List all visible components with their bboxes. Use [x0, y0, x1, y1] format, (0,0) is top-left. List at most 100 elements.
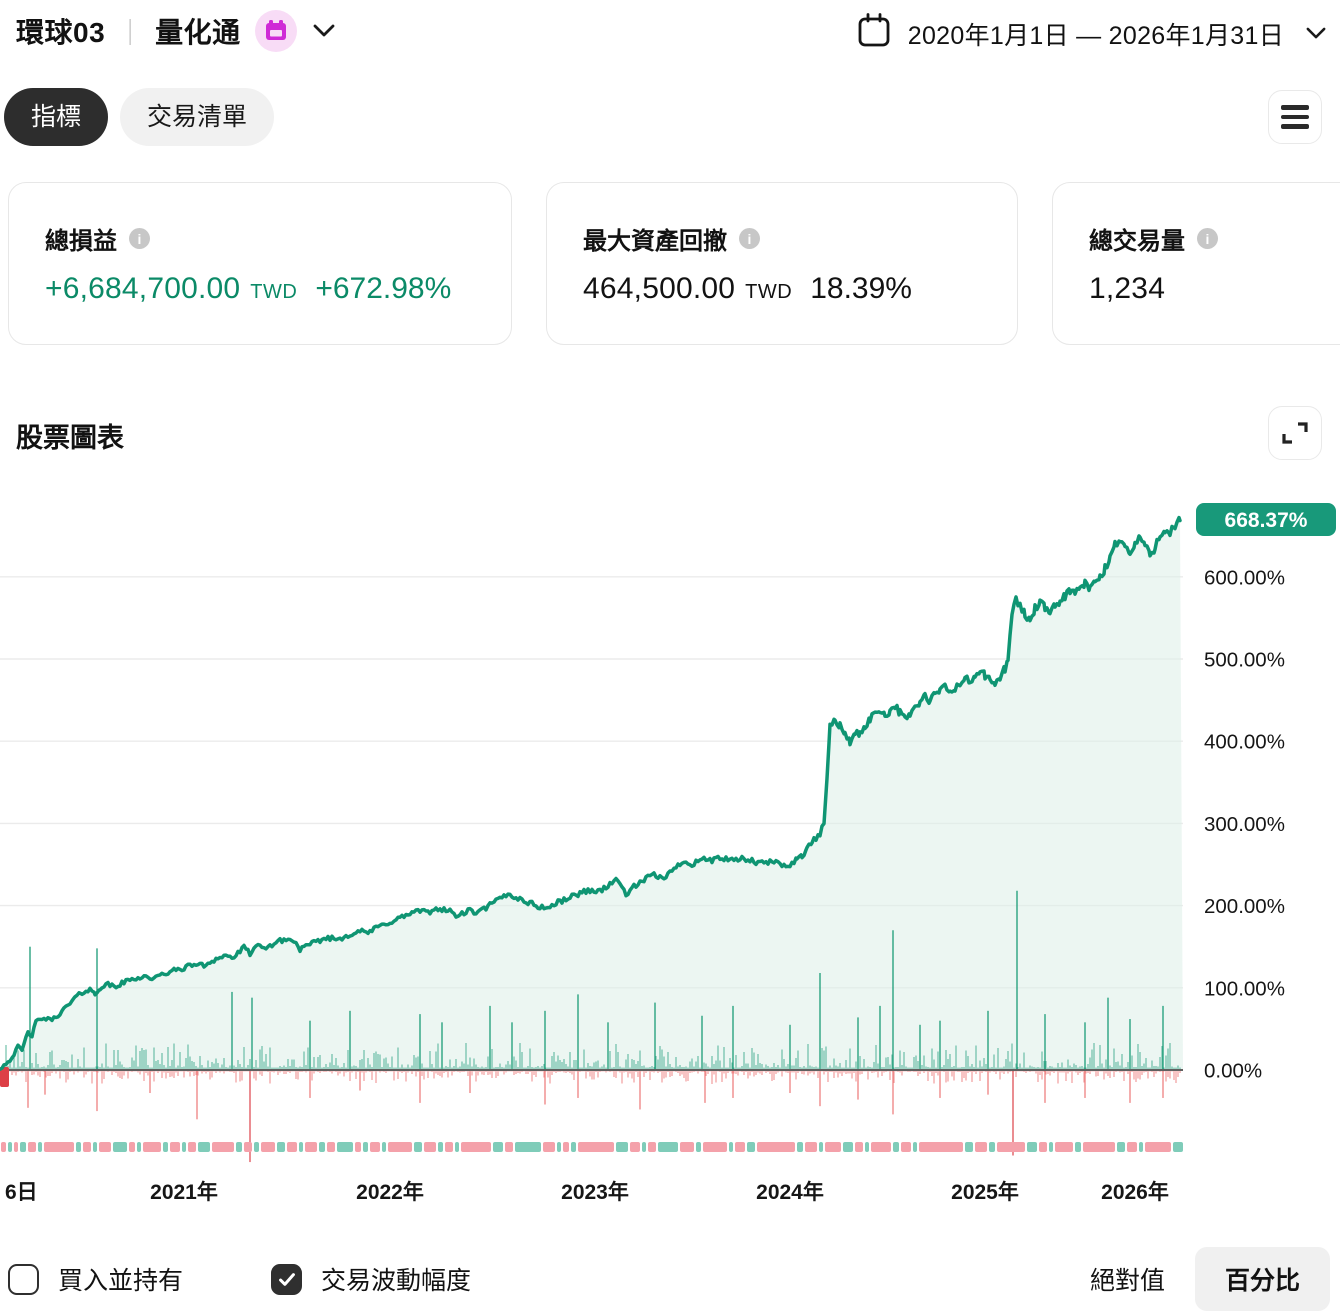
date-range-picker[interactable]: 2020年1月1日 — 2026年1月31日 — [856, 12, 1326, 55]
info-icon[interactable]: i — [1197, 228, 1218, 249]
strip-loss-segment — [99, 1142, 111, 1152]
max-drawdown-percent: 18.39% — [810, 272, 912, 305]
card-total-trades: 總交易量 i 1,234 — [1052, 182, 1340, 345]
last-value-badge-text: 668.37% — [1225, 509, 1308, 532]
checkbox-checked-icon[interactable] — [271, 1263, 303, 1295]
chevron-down-icon[interactable] — [1306, 27, 1326, 40]
chart-section-title: 股票圖表 — [16, 423, 124, 453]
strategy-source-name: 量化通 — [155, 17, 241, 48]
strip-loss-segment — [83, 1142, 91, 1152]
strip-win-segment — [1139, 1142, 1143, 1152]
strip-win-segment — [319, 1142, 325, 1152]
y-axis-label: 100.00% — [1204, 977, 1285, 1000]
strip-win-segment — [236, 1142, 242, 1152]
strip-loss-segment — [975, 1142, 987, 1152]
x-axis-label: 2024年 — [756, 1180, 824, 1204]
y-axis-label: 400.00% — [1204, 731, 1285, 754]
strip-loss-segment — [170, 1142, 180, 1152]
strip-loss-segment — [578, 1142, 614, 1152]
strip-win-segment — [843, 1142, 853, 1152]
strip-win-segment — [1173, 1142, 1183, 1152]
x-axis-label: 2026年 — [1101, 1180, 1169, 1204]
chevron-down-icon[interactable] — [313, 24, 335, 38]
strip-loss-segment — [461, 1142, 491, 1152]
checkbox-unchecked-icon[interactable] — [8, 1263, 39, 1295]
strip-loss-segment — [1083, 1142, 1115, 1152]
strip-win-segment — [893, 1142, 899, 1152]
total-pnl-percent: +672.98% — [315, 272, 452, 305]
strategy-name: 環球03 — [16, 17, 106, 48]
strip-loss-segment — [212, 1142, 234, 1152]
equity-curve-chart[interactable]: 600.00% 500.00% 400.00% 300.00% 200.00% 100.0… — [0, 470, 1340, 1240]
strategy-calendar-badge-icon — [254, 10, 297, 52]
strip-loss-segment — [1039, 1142, 1047, 1152]
strip-loss-segment — [424, 1142, 436, 1152]
strip-loss-segment — [1, 1142, 6, 1152]
info-icon[interactable]: i — [129, 228, 150, 249]
info-icon[interactable]: i — [739, 228, 760, 249]
expand-chart-button[interactable] — [1268, 406, 1322, 460]
currency-label: TWD — [250, 281, 298, 303]
strip-loss-segment — [244, 1142, 252, 1152]
strip-loss-segment — [997, 1142, 1025, 1152]
strip-loss-segment — [261, 1142, 275, 1152]
y-axis-label: 200.00% — [1204, 895, 1285, 918]
strip-win-segment — [965, 1142, 973, 1152]
strip-loss-segment — [805, 1142, 817, 1152]
list-menu-button[interactable] — [1268, 90, 1322, 144]
stat-cards: 總損益 i +6,684,700.00 TWD +672.98% 最大資產回撤 … — [8, 182, 1340, 345]
strip-win-segment — [76, 1142, 81, 1152]
volatility-toggle[interactable]: 交易波動幅度 — [271, 1261, 471, 1297]
absolute-value-toggle[interactable]: 絕對值 — [1089, 1267, 1165, 1295]
strip-win-segment — [642, 1142, 646, 1152]
strip-win-segment — [182, 1142, 186, 1152]
strip-loss-segment — [129, 1142, 135, 1152]
strip-loss-segment — [735, 1142, 745, 1152]
strip-loss-segment — [327, 1142, 335, 1152]
title-separator: ｜ — [117, 17, 144, 48]
buy-hold-toggle[interactable]: 買入並持有 — [8, 1261, 183, 1297]
strip-win-segment — [198, 1142, 210, 1152]
currency-label: TWD — [745, 281, 793, 303]
y-axis-label: 0.00% — [1204, 1060, 1262, 1083]
view-tabs: 指標 交易清單 — [4, 88, 275, 146]
strip-win-segment — [819, 1142, 823, 1152]
strip-win-segment — [93, 1142, 97, 1152]
strategy-title-group[interactable]: 環球03 ｜ 量化通 — [16, 10, 335, 52]
strip-win-segment — [989, 1142, 995, 1152]
strip-win-segment — [729, 1142, 733, 1152]
strip-loss-segment — [44, 1142, 74, 1152]
total-trades-value: 1,234 — [1089, 272, 1166, 305]
tab-trade-list[interactable]: 交易清單 — [120, 88, 275, 146]
strip-win-segment — [1117, 1142, 1125, 1152]
strip-win-segment — [797, 1142, 803, 1152]
strip-win-segment — [277, 1142, 285, 1152]
strip-win-segment — [1075, 1142, 1081, 1152]
tab-indicators[interactable]: 指標 — [4, 88, 109, 146]
start-marker — [0, 1067, 9, 1087]
chart-controls: 買入並持有 交易波動幅度 絕對值 百分比 — [8, 1247, 1330, 1311]
strip-loss-segment — [703, 1142, 727, 1152]
strip-loss-segment — [871, 1142, 891, 1152]
strip-win-segment — [747, 1142, 755, 1152]
strip-win-segment — [337, 1142, 353, 1152]
percent-toggle[interactable]: 百分比 — [1194, 1247, 1330, 1311]
strip-loss-segment — [188, 1142, 196, 1152]
card-title: 最大資產回撤 — [583, 228, 727, 255]
date-range-text: 2020年1月1日 — 2026年1月31日 — [907, 21, 1284, 50]
x-axis-label: 2021年 — [150, 1180, 218, 1204]
strip-win-segment — [163, 1142, 168, 1152]
strip-win-segment — [455, 1142, 459, 1152]
strip-win-segment — [1027, 1142, 1037, 1152]
strip-loss-segment — [143, 1142, 161, 1152]
strip-win-segment — [254, 1142, 259, 1152]
x-axis-label: 2023年 — [561, 1180, 629, 1204]
strip-win-segment — [696, 1142, 701, 1152]
fullscreen-icon — [1282, 422, 1308, 444]
strip-win-segment — [20, 1142, 26, 1152]
strip-loss-segment — [757, 1142, 795, 1152]
total-pnl-value: +6,684,700.00 — [45, 272, 241, 305]
equity-area-fill — [0, 517, 1183, 1070]
last-value-badge — [1196, 503, 1336, 536]
strip-win-segment — [515, 1142, 541, 1152]
